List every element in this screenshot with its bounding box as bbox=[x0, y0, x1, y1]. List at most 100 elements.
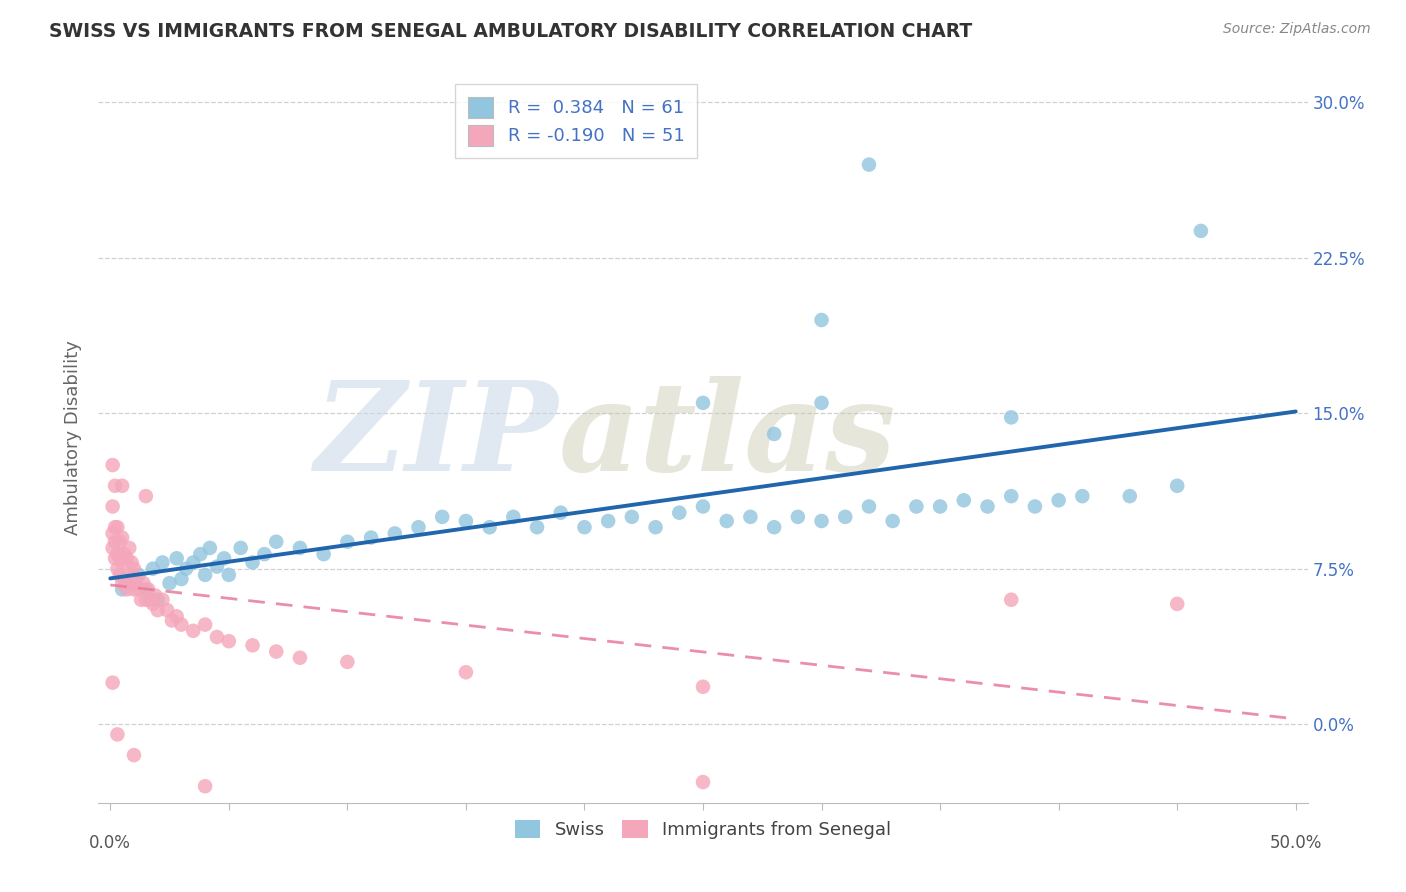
Text: 0.0%: 0.0% bbox=[90, 834, 131, 852]
Point bbox=[692, 500, 714, 514]
Point bbox=[810, 514, 832, 528]
Point bbox=[108, 534, 131, 549]
Point bbox=[135, 582, 157, 597]
Point bbox=[139, 592, 162, 607]
Point bbox=[105, 520, 128, 534]
Point bbox=[502, 509, 524, 524]
Point bbox=[135, 489, 157, 503]
Point bbox=[128, 582, 150, 597]
Text: atlas: atlas bbox=[558, 376, 896, 498]
Point bbox=[478, 520, 501, 534]
Point bbox=[128, 567, 150, 582]
Point bbox=[152, 556, 174, 570]
Point bbox=[212, 551, 235, 566]
Point bbox=[763, 520, 786, 534]
Point bbox=[122, 748, 145, 763]
Point bbox=[170, 572, 193, 586]
Point bbox=[1047, 493, 1070, 508]
Point bbox=[242, 556, 264, 570]
Point bbox=[166, 609, 188, 624]
Point bbox=[132, 576, 155, 591]
Point bbox=[121, 576, 143, 591]
Point bbox=[136, 582, 159, 597]
Point bbox=[786, 509, 808, 524]
Point bbox=[229, 541, 252, 555]
Point bbox=[454, 665, 477, 680]
Point bbox=[122, 582, 145, 597]
Point bbox=[312, 547, 335, 561]
Point bbox=[668, 506, 690, 520]
Point bbox=[218, 567, 240, 582]
Point bbox=[1071, 489, 1094, 503]
Point bbox=[264, 644, 287, 658]
Point bbox=[1166, 597, 1188, 611]
Point bbox=[408, 520, 430, 534]
Point bbox=[108, 567, 131, 582]
Point bbox=[105, 547, 128, 561]
Point bbox=[101, 500, 124, 514]
Point bbox=[160, 614, 183, 628]
Point bbox=[142, 562, 165, 576]
Point bbox=[111, 582, 134, 597]
Point bbox=[114, 547, 136, 561]
Point bbox=[929, 500, 952, 514]
Point bbox=[122, 562, 145, 576]
Point bbox=[218, 634, 240, 648]
Point bbox=[644, 520, 666, 534]
Legend: Swiss, Immigrants from Senegal: Swiss, Immigrants from Senegal bbox=[508, 813, 898, 847]
Point bbox=[740, 509, 762, 524]
Point bbox=[146, 603, 169, 617]
Point bbox=[104, 551, 127, 566]
Point bbox=[129, 592, 152, 607]
Point bbox=[242, 638, 264, 652]
Point bbox=[905, 500, 928, 514]
Point bbox=[146, 592, 169, 607]
Point bbox=[101, 541, 124, 555]
Point bbox=[115, 582, 138, 597]
Point bbox=[810, 313, 832, 327]
Point bbox=[205, 559, 228, 574]
Point bbox=[181, 556, 204, 570]
Point bbox=[118, 567, 141, 582]
Point bbox=[152, 592, 174, 607]
Point bbox=[194, 567, 217, 582]
Point bbox=[620, 509, 643, 524]
Point bbox=[111, 531, 134, 545]
Point bbox=[574, 520, 596, 534]
Point bbox=[105, 562, 128, 576]
Point bbox=[101, 458, 124, 472]
Text: ZIP: ZIP bbox=[314, 376, 558, 498]
Point bbox=[142, 597, 165, 611]
Point bbox=[101, 526, 124, 541]
Point bbox=[101, 675, 124, 690]
Point bbox=[205, 630, 228, 644]
Point bbox=[288, 650, 311, 665]
Point bbox=[952, 493, 974, 508]
Point bbox=[122, 576, 145, 591]
Point bbox=[104, 520, 127, 534]
Y-axis label: Ambulatory Disability: Ambulatory Disability bbox=[65, 340, 83, 534]
Point bbox=[159, 576, 181, 591]
Point bbox=[108, 551, 131, 566]
Point bbox=[1000, 592, 1022, 607]
Point bbox=[692, 396, 714, 410]
Point bbox=[111, 556, 134, 570]
Point bbox=[810, 396, 832, 410]
Point bbox=[834, 509, 856, 524]
Point bbox=[264, 534, 287, 549]
Point bbox=[111, 479, 134, 493]
Point bbox=[104, 534, 127, 549]
Point bbox=[105, 727, 128, 741]
Text: SWISS VS IMMIGRANTS FROM SENEGAL AMBULATORY DISABILITY CORRELATION CHART: SWISS VS IMMIGRANTS FROM SENEGAL AMBULAT… bbox=[49, 22, 973, 41]
Point bbox=[1024, 500, 1046, 514]
Point bbox=[190, 547, 212, 561]
Point bbox=[253, 547, 276, 561]
Point bbox=[1119, 489, 1142, 503]
Point bbox=[111, 576, 134, 591]
Point bbox=[166, 551, 188, 566]
Point bbox=[181, 624, 204, 638]
Point bbox=[858, 158, 880, 172]
Point bbox=[114, 572, 136, 586]
Point bbox=[174, 562, 197, 576]
Point bbox=[143, 589, 166, 603]
